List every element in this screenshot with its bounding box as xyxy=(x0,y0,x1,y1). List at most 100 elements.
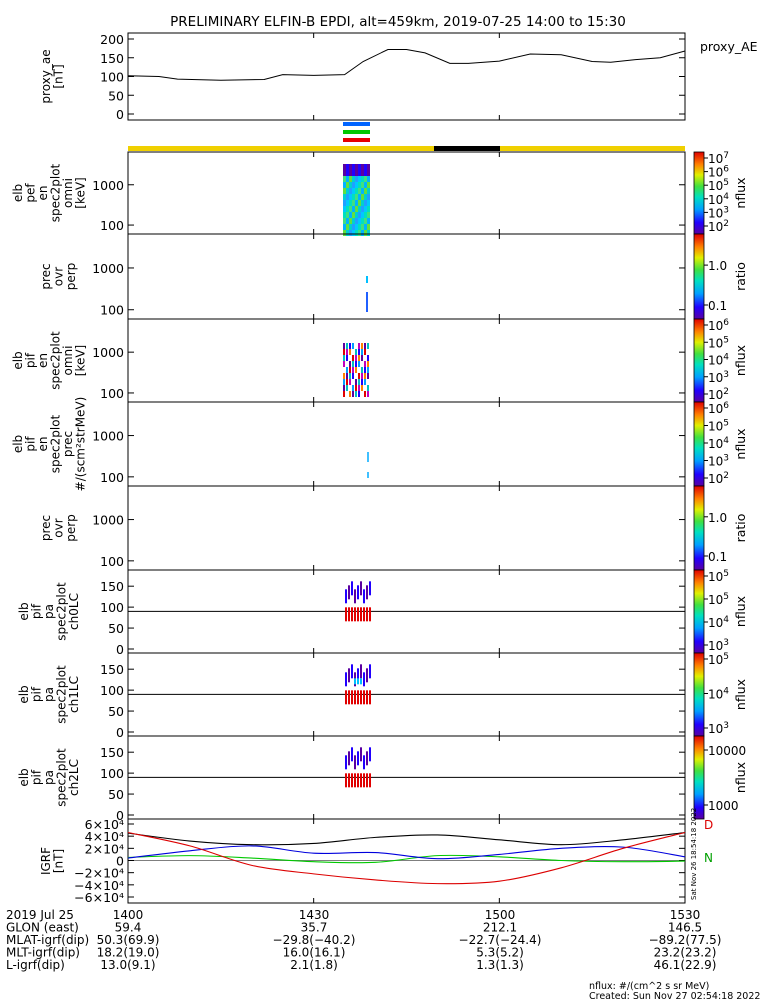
figure-title: PRELIMINARY ELFIN-B EPDI, alt=459km, 201… xyxy=(170,14,626,30)
heat-cell xyxy=(360,690,362,705)
xrow-value-1-0: 59.4 xyxy=(115,921,142,935)
panel-frame-ef_ratio xyxy=(127,233,686,320)
heat-cell xyxy=(367,355,369,361)
cb-label-pa_ch0: nflux xyxy=(733,596,748,627)
heat-cell xyxy=(346,218,349,224)
ytick-label-if_ratio-1: 1000 xyxy=(92,513,124,528)
heat-cell xyxy=(364,188,367,194)
colorbar-ef_en xyxy=(693,151,705,235)
ylabel-pa_ch0-4: ch0LC xyxy=(67,593,81,630)
heat-cell xyxy=(352,391,354,397)
heat-cell xyxy=(352,212,355,218)
heat-cell xyxy=(345,672,347,687)
colorbar-pa_ch1 xyxy=(693,652,705,737)
heat-cell xyxy=(355,212,358,218)
heat-cell xyxy=(351,607,353,622)
heat-cell xyxy=(366,292,368,312)
heat-cell xyxy=(367,206,370,212)
heat-cell xyxy=(361,343,363,349)
heat-cell xyxy=(364,224,367,230)
heat-cell xyxy=(352,385,354,391)
heat-cell xyxy=(361,206,364,212)
heat-cell xyxy=(367,224,370,230)
heat-cell xyxy=(355,349,357,355)
heat-cell xyxy=(354,773,356,788)
xrow-label-1: GLON (east) xyxy=(6,921,79,935)
legend-proxy-ae: proxy_AE xyxy=(700,39,758,54)
panel-igrf: IGRF[nT] −6×10⁴−4×10⁴−2×10⁴02×10⁴4×10⁴6×1… xyxy=(39,817,686,905)
heat-cell xyxy=(352,188,355,194)
heat-cell xyxy=(343,379,345,385)
heat-cell xyxy=(363,589,365,604)
heat-cell xyxy=(346,188,349,194)
heat-cell xyxy=(361,230,364,236)
heat-cell xyxy=(343,170,346,176)
cb-tick-label-pa_ch0-1: 104 xyxy=(708,615,729,630)
heat-cell xyxy=(346,224,349,230)
heat-cell xyxy=(352,218,355,224)
cb-tick-label-pa_ch1-2: 105 xyxy=(708,652,729,667)
cb-tick-label-pa_ch0-3: 105 xyxy=(708,569,729,584)
ytick-label-ef_ratio-0: 100 xyxy=(100,303,124,318)
cb-tick-label-if_prec-2: 104 xyxy=(708,436,729,451)
ylabel-ef_ratio-0: prec xyxy=(39,263,53,289)
heat-cell xyxy=(354,589,356,604)
ytick-label-igrf-1: −4×10⁴ xyxy=(74,878,124,893)
heat-cell xyxy=(352,367,354,373)
heat-cell xyxy=(352,373,354,379)
heat-cell xyxy=(352,343,354,349)
ylabel-pa_ch0-0: elb xyxy=(17,602,31,620)
x-axis-annotation: 2019 Jul 25 1400 1430 1500 1530 GLON (east) 59… xyxy=(6,908,721,972)
heat-cell xyxy=(349,361,351,367)
orbit-bar-1 xyxy=(343,130,370,134)
heat-cell xyxy=(367,218,370,224)
cb-label-pa_ch1: nflux xyxy=(733,679,748,710)
heat-cell xyxy=(367,176,370,182)
heat-cell xyxy=(360,747,362,762)
heat-cell xyxy=(348,607,350,622)
ytick-label-pa_ch0-3: 150 xyxy=(100,579,124,594)
heat-cell xyxy=(351,773,353,788)
ytick-label-igrf-5: 4×10⁴ xyxy=(85,829,124,844)
ytick-label-ef_ratio-1: 1000 xyxy=(92,261,124,276)
heat-cell xyxy=(351,747,353,762)
heat-cell xyxy=(343,218,346,224)
heat-cell xyxy=(345,755,347,770)
xrow-value-4-0: 13.0(9.1) xyxy=(100,958,155,972)
ylabel-pa_ch2-0: elb xyxy=(17,768,31,786)
cb-tick-label-if_prec-4: 106 xyxy=(708,401,729,416)
ylabel-proxy_ae-0: proxy_ae xyxy=(39,49,53,103)
heat-cell xyxy=(367,164,370,170)
heat-cell xyxy=(343,206,346,212)
heat-cell xyxy=(366,690,368,705)
heat-cell xyxy=(348,668,350,683)
ytick-label-pa_ch0-0: 0 xyxy=(116,642,124,657)
igrf-series-1 xyxy=(127,854,686,864)
heat-cell xyxy=(369,773,371,788)
heat-cell xyxy=(358,188,361,194)
heat-cell xyxy=(346,379,348,385)
ylabel-if_en-3: spec2plot xyxy=(49,331,63,390)
heat-cell xyxy=(343,212,346,218)
xrow-label-2: MLAT-igrf(dip) xyxy=(6,933,89,947)
heat-cell xyxy=(358,373,360,379)
ylabel-pa_ch1-2: pa xyxy=(42,687,56,702)
heat-cell xyxy=(358,218,361,224)
heat-cell xyxy=(361,212,364,218)
heat-cell xyxy=(354,690,356,705)
heat-cell xyxy=(363,690,365,705)
heat-cell xyxy=(364,206,367,212)
ytick-label-igrf-0: −6×10⁴ xyxy=(74,890,124,905)
heat-cell xyxy=(358,391,360,397)
heat-cell xyxy=(355,385,357,391)
heat-cell xyxy=(346,170,349,176)
heat-cell xyxy=(369,664,371,679)
heat-cell xyxy=(349,218,352,224)
heat-cell xyxy=(364,391,366,397)
heat-cell xyxy=(346,182,349,188)
heat-cell xyxy=(364,367,366,373)
ylabel-if_prec-3: spec2plot xyxy=(49,414,63,473)
heat-cell xyxy=(346,200,349,206)
